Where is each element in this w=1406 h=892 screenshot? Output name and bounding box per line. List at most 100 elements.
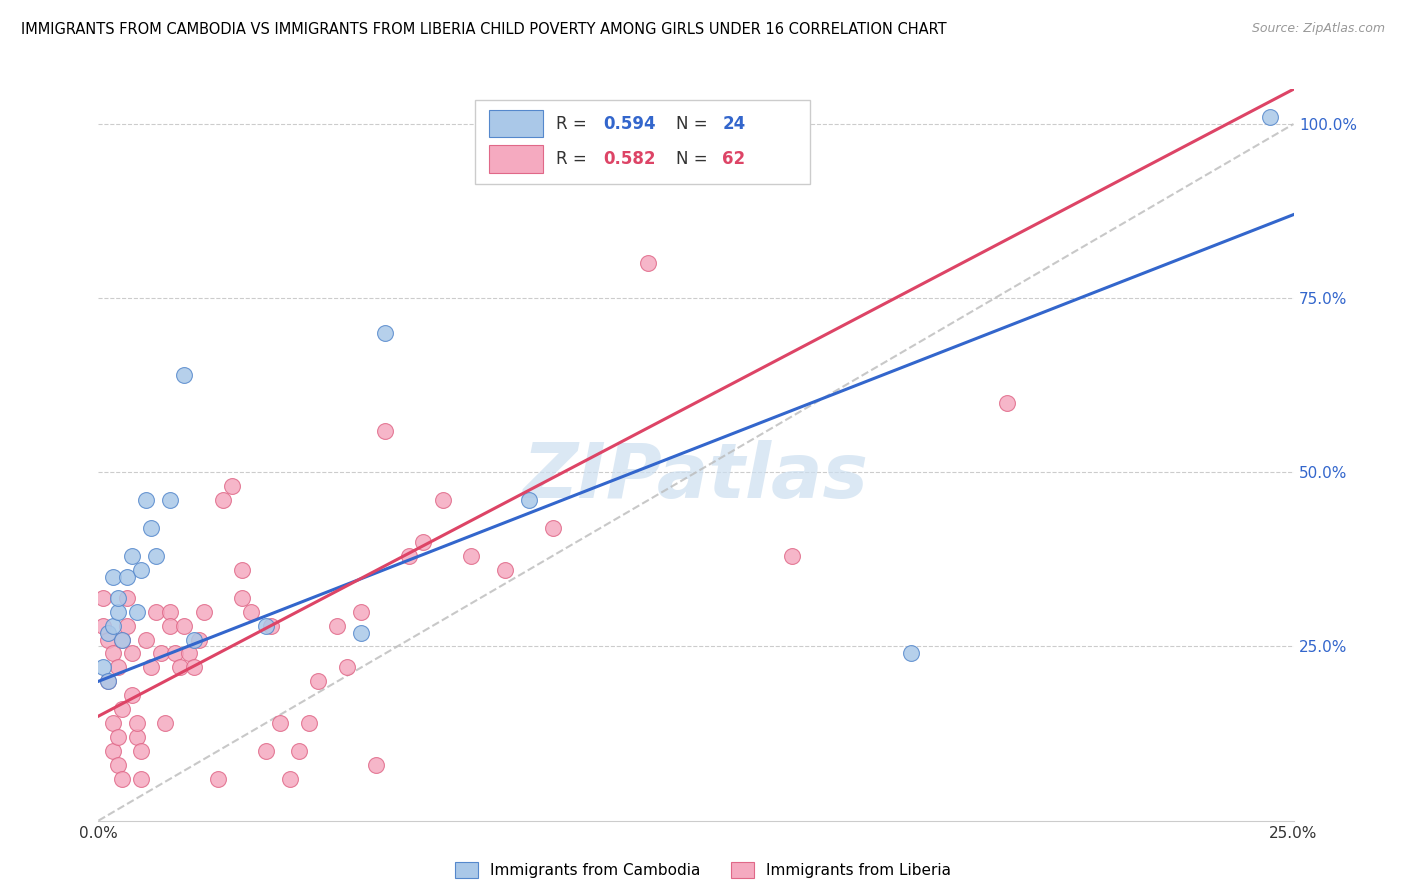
Point <box>269 716 291 731</box>
Point <box>278 772 301 786</box>
Text: 62: 62 <box>723 150 745 168</box>
Point <box>350 625 373 640</box>
Text: 0.582: 0.582 <box>603 150 655 168</box>
Point <box>432 493 454 508</box>
Point <box>97 632 120 647</box>
Text: R =: R = <box>557 150 592 168</box>
Point <box>159 618 181 632</box>
Point <box>288 744 311 758</box>
Point <box>107 605 129 619</box>
Point <box>183 660 205 674</box>
Point <box>350 605 373 619</box>
Point <box>107 758 129 772</box>
Point <box>336 660 359 674</box>
Point <box>115 618 138 632</box>
Text: ZIPatlas: ZIPatlas <box>523 440 869 514</box>
Point <box>159 493 181 508</box>
Point <box>145 605 167 619</box>
Point <box>101 716 124 731</box>
FancyBboxPatch shape <box>489 145 543 172</box>
Point <box>494 563 516 577</box>
Point <box>111 632 134 647</box>
Point <box>231 591 253 605</box>
Point <box>900 647 922 661</box>
Point <box>97 674 120 689</box>
Point <box>91 618 114 632</box>
Point <box>231 563 253 577</box>
Point <box>398 549 420 563</box>
Point <box>101 570 124 584</box>
Point <box>155 716 177 731</box>
Point <box>101 647 124 661</box>
Point <box>254 744 277 758</box>
Point <box>145 549 167 563</box>
Point <box>131 772 153 786</box>
Point <box>517 493 540 508</box>
Point <box>183 632 205 647</box>
Text: N =: N = <box>676 114 713 133</box>
Point <box>121 647 143 661</box>
Text: R =: R = <box>557 114 592 133</box>
Point <box>169 660 191 674</box>
Point <box>637 256 659 270</box>
Point <box>780 549 803 563</box>
Point <box>240 605 263 619</box>
Point <box>131 563 153 577</box>
Text: IMMIGRANTS FROM CAMBODIA VS IMMIGRANTS FROM LIBERIA CHILD POVERTY AMONG GIRLS UN: IMMIGRANTS FROM CAMBODIA VS IMMIGRANTS F… <box>21 22 946 37</box>
Point <box>101 618 124 632</box>
Point <box>97 625 120 640</box>
Point <box>111 702 134 716</box>
Point <box>179 647 201 661</box>
Point <box>101 744 124 758</box>
Point <box>107 660 129 674</box>
Point <box>374 424 396 438</box>
Text: N =: N = <box>676 150 713 168</box>
Legend: Immigrants from Cambodia, Immigrants from Liberia: Immigrants from Cambodia, Immigrants fro… <box>449 856 957 884</box>
Point <box>307 674 329 689</box>
Point <box>125 716 148 731</box>
Point <box>163 647 186 661</box>
Point <box>111 632 134 647</box>
Point <box>125 730 148 744</box>
Text: 0.594: 0.594 <box>603 114 655 133</box>
Point <box>1258 110 1281 124</box>
Point <box>364 758 387 772</box>
Point <box>125 605 148 619</box>
Point <box>139 660 162 674</box>
Point <box>135 493 157 508</box>
Point <box>259 618 281 632</box>
Text: Source: ZipAtlas.com: Source: ZipAtlas.com <box>1251 22 1385 36</box>
Point <box>211 493 233 508</box>
Point <box>187 632 209 647</box>
Point <box>107 591 129 605</box>
FancyBboxPatch shape <box>489 110 543 137</box>
Point <box>115 591 138 605</box>
Point <box>111 772 134 786</box>
Point <box>135 632 157 647</box>
Point <box>131 744 153 758</box>
Point <box>121 549 143 563</box>
Point <box>193 605 215 619</box>
Point <box>107 730 129 744</box>
FancyBboxPatch shape <box>475 100 810 185</box>
Point <box>254 618 277 632</box>
Point <box>298 716 321 731</box>
Point <box>139 521 162 535</box>
Text: 24: 24 <box>723 114 745 133</box>
Point <box>412 535 434 549</box>
Point <box>149 647 172 661</box>
Point <box>115 570 138 584</box>
Point <box>541 521 564 535</box>
Point <box>173 618 195 632</box>
Point <box>173 368 195 382</box>
Point <box>374 326 396 340</box>
Point <box>326 618 349 632</box>
Point <box>207 772 229 786</box>
Point <box>121 688 143 702</box>
Point <box>91 591 114 605</box>
Point <box>97 674 120 689</box>
Point <box>159 605 181 619</box>
Point <box>995 395 1018 409</box>
Point <box>460 549 482 563</box>
Point <box>221 479 243 493</box>
